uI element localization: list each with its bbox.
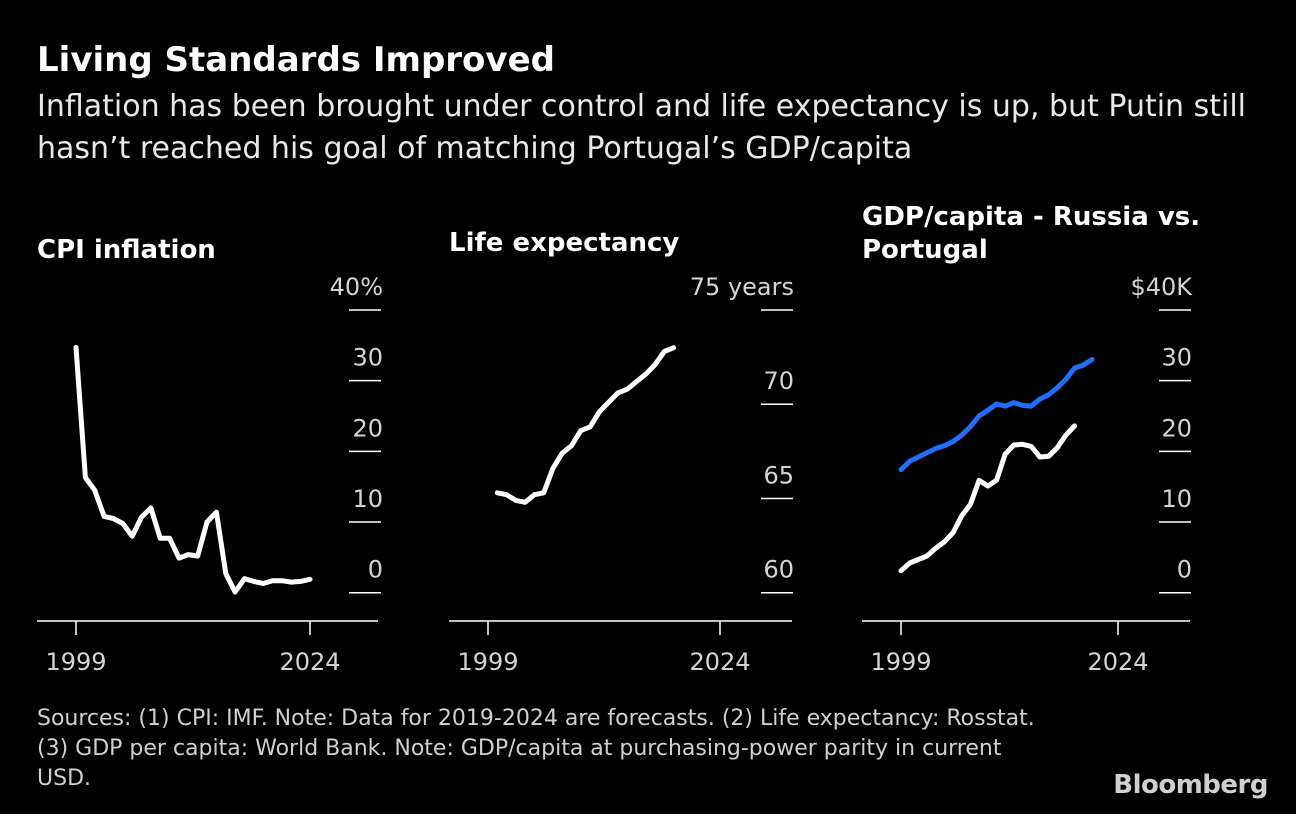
- y-tick-label: 30: [352, 344, 383, 372]
- y-tick-label: 40%: [330, 273, 383, 301]
- series-line-0: [73, 345, 313, 595]
- page-title: Living Standards Improved: [37, 40, 555, 80]
- y-tick-label: 60: [763, 556, 794, 584]
- x-tick-label: 2024: [1087, 648, 1148, 676]
- series-line-0: [494, 345, 677, 505]
- gdp-per-capita-chart: 1999 2024 0 10 20 30 $40K: [862, 273, 1193, 676]
- y-tick-label: 70: [763, 367, 794, 395]
- y-tick-label: 20: [352, 414, 383, 442]
- y-tick-label: 0: [1177, 556, 1192, 584]
- y-tick-label: 30: [1161, 344, 1192, 372]
- panel-title-life: Life expectancy: [449, 228, 680, 258]
- sources-note: Sources: (1) CPI: IMF. Note: Data for 20…: [37, 706, 1035, 791]
- panel-title-gdp: GDP/capita - Russia vs. Portugal: [862, 202, 1201, 265]
- y-tick-label: 0: [368, 556, 383, 584]
- x-tick-label: 2024: [279, 648, 340, 676]
- y-tick-label: 10: [352, 485, 383, 513]
- x-tick-label: 2024: [689, 648, 750, 676]
- x-tick-label: 1999: [870, 648, 931, 676]
- y-tick-label: $40K: [1130, 273, 1193, 301]
- series-line-1: [898, 357, 1095, 473]
- cpi-chart: 1999 2024 0 10 20 30 40%: [37, 273, 383, 676]
- page-subtitle: Inflation has been brought under control…: [37, 89, 1247, 166]
- y-tick-label: 10: [1161, 485, 1192, 513]
- series-line-0: [898, 423, 1078, 574]
- y-tick-label: 20: [1161, 414, 1192, 442]
- bloomberg-logo: Bloomberg: [1113, 770, 1268, 800]
- life-expectancy-chart: 1999 2024 60 65 70 75 years: [449, 273, 794, 676]
- y-tick-label: 75 years: [690, 273, 794, 301]
- panel-title-cpi: CPI inflation: [37, 235, 216, 265]
- x-tick-label: 1999: [457, 648, 518, 676]
- x-tick-label: 1999: [45, 648, 106, 676]
- y-tick-label: 65: [763, 461, 794, 489]
